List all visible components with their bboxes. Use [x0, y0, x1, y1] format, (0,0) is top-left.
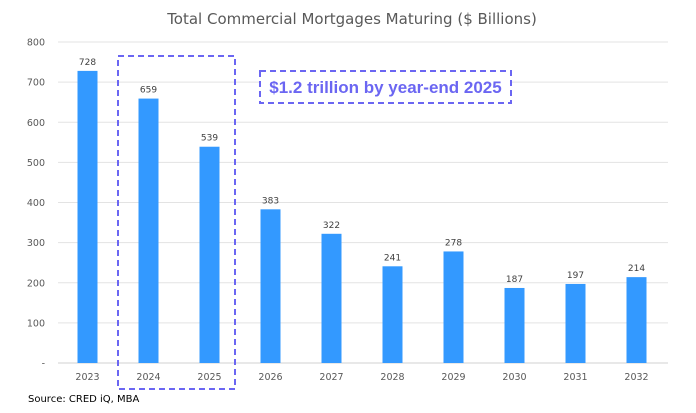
x-axis-ticks: 2023 2024 2025 2026 2027 2028 2029 2030 2031 2032	[75, 372, 648, 383]
bar-2028	[382, 266, 403, 363]
bar-2030	[504, 287, 525, 363]
bar-2027	[321, 233, 342, 363]
x-tick-label: 2032	[624, 372, 648, 383]
x-tick-label: 2030	[502, 372, 526, 383]
data-label-2029: 278	[445, 238, 462, 248]
annotation-text: $1.2 trillion by year-end 2025	[269, 78, 501, 97]
chart-title: Total Commercial Mortgages Maturing ($ B…	[166, 10, 537, 28]
data-label-2032: 214	[628, 264, 645, 274]
data-label-2031: 197	[567, 271, 584, 281]
bar-2029	[443, 251, 464, 363]
annotation-box	[259, 70, 512, 104]
y-tick-label: 500	[27, 158, 45, 169]
x-tick-label: 2026	[258, 372, 282, 383]
y-tick-label: 700	[27, 78, 45, 89]
y-axis-ticks: - 100 200 300 400 500 600 700 800	[27, 38, 45, 370]
x-tick-label: 2024	[136, 372, 160, 383]
data-label-2026: 383	[262, 196, 279, 206]
y-tick-label: -	[42, 359, 45, 370]
y-tick-label: 400	[27, 198, 45, 209]
x-tick-label: 2025	[197, 372, 221, 383]
highlight-box	[117, 55, 236, 390]
bar-2023	[77, 70, 98, 363]
bar-2032	[626, 277, 647, 363]
y-tick-label: 600	[27, 118, 45, 129]
y-tick-label: 200	[27, 278, 45, 289]
data-label-2030: 187	[506, 275, 523, 285]
y-tick-label: 100	[27, 318, 45, 329]
x-tick-label: 2028	[380, 372, 404, 383]
bar-2031	[565, 283, 586, 363]
x-tick-label: 2031	[563, 372, 587, 383]
bars: 728 659 539 383 322 241 278 187 197 214	[77, 58, 647, 364]
bar-2026	[260, 209, 281, 363]
bar-2024	[138, 98, 159, 364]
gridlines	[58, 41, 668, 364]
data-label-2023: 728	[79, 58, 96, 68]
x-tick-label: 2027	[319, 372, 343, 383]
data-label-2025: 539	[201, 134, 218, 144]
data-label-2028: 241	[384, 253, 401, 263]
source-note: Source: CRED iQ, MBA	[28, 394, 140, 405]
x-tick-label: 2029	[441, 372, 465, 383]
bar-2025	[199, 146, 220, 363]
data-label-2027: 322	[323, 221, 340, 231]
x-tick-label: 2023	[75, 372, 99, 383]
y-tick-label: 300	[27, 238, 45, 249]
y-tick-label: 800	[27, 38, 45, 49]
data-label-2024: 659	[140, 86, 157, 96]
